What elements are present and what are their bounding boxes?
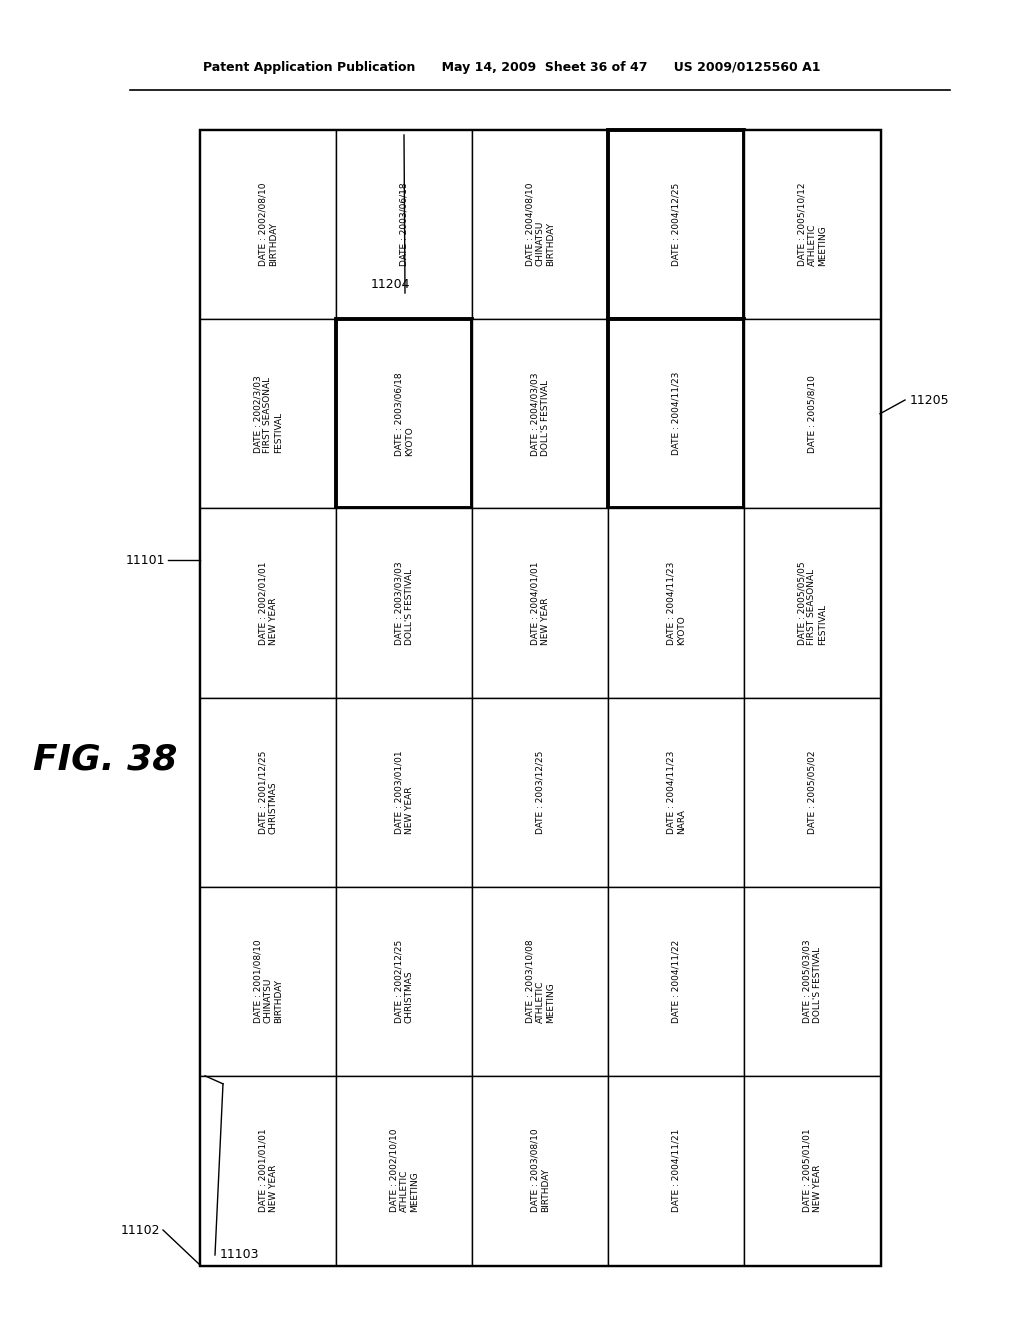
Text: DATE : 2004/11/22: DATE : 2004/11/22 [672,940,681,1023]
Bar [608,129,744,319]
Bar [608,508,744,697]
Bar [200,508,336,697]
Bar [744,887,880,1076]
Text: DATE : 2004/11/23: DATE : 2004/11/23 [672,372,681,455]
Text: 11102: 11102 [121,1224,160,1237]
Text: DATE : 2003/12/25: DATE : 2003/12/25 [536,750,545,834]
Text: DATE : 2004/12/25: DATE : 2004/12/25 [672,183,681,267]
Text: DATE : 2003/06/18: DATE : 2003/06/18 [399,182,409,267]
Bar [336,697,472,887]
Bar [336,1076,472,1265]
Text: 11205: 11205 [910,393,949,407]
Bar [744,697,880,887]
Text: DATE : 2004/11/23
NARA: DATE : 2004/11/23 NARA [667,750,686,834]
Text: 11103: 11103 [220,1249,259,1262]
Bar [200,697,336,887]
Bar [200,129,336,319]
Text: FIG. 38: FIG. 38 [33,743,177,777]
Text: DATE : 2005/10/12
ATHLETIC
MEETING: DATE : 2005/10/12 ATHLETIC MEETING [797,183,827,267]
Text: DATE : 2002/12/25
CHRISTMAS: DATE : 2002/12/25 CHRISTMAS [394,940,414,1023]
Bar [200,319,336,508]
Text: 11204: 11204 [371,279,410,292]
Bar [472,319,608,508]
Bar [608,887,744,1076]
Text: DATE : 2005/01/01
NEW YEAR: DATE : 2005/01/01 NEW YEAR [802,1129,821,1212]
Text: Patent Application Publication      May 14, 2009  Sheet 36 of 47      US 2009/01: Patent Application Publication May 14, 2… [203,62,821,74]
Text: DATE : 2004/08/10
CHINATSU
BIRTHDAY: DATE : 2004/08/10 CHINATSU BIRTHDAY [525,183,555,267]
Text: DATE : 2005/03/03
DOLL'S FESTIVAL: DATE : 2005/03/03 DOLL'S FESTIVAL [802,940,821,1023]
Bar [200,129,880,1265]
Bar [200,887,336,1076]
Text: DATE : 2003/01/01
NEW YEAR: DATE : 2003/01/01 NEW YEAR [394,750,414,834]
Bar [744,508,880,697]
Text: DATE : 2004/11/21: DATE : 2004/11/21 [672,1129,681,1212]
Bar [472,1076,608,1265]
Bar [608,1076,744,1265]
Text: DATE : 2005/05/02: DATE : 2005/05/02 [808,750,816,834]
Bar [472,508,608,697]
Bar [200,1076,336,1265]
Text: DATE : 2005/8/10: DATE : 2005/8/10 [808,375,816,453]
Bar [472,129,608,319]
Bar [744,129,880,319]
Text: DATE : 2002/3/03
FIRST SEASONAL
FESTIVAL: DATE : 2002/3/03 FIRST SEASONAL FESTIVAL [253,375,283,453]
Text: DATE : 2002/08/10
BIRTHDAY: DATE : 2002/08/10 BIRTHDAY [258,183,278,267]
Text: DATE : 2003/10/08
ATHLETIC
MEETING: DATE : 2003/10/08 ATHLETIC MEETING [525,940,555,1023]
Text: DATE : 2001/08/10
CHINATSU
BIRTHDAY: DATE : 2001/08/10 CHINATSU BIRTHDAY [253,940,283,1023]
Bar [472,887,608,1076]
Text: DATE : 2004/01/01
NEW YEAR: DATE : 2004/01/01 NEW YEAR [530,561,550,644]
Bar [336,129,472,319]
Text: DATE : 2004/03/03
DOLL'S FESTIVAL: DATE : 2004/03/03 DOLL'S FESTIVAL [530,372,550,455]
Bar [744,1076,880,1265]
Bar [336,508,472,697]
Text: 11101: 11101 [126,553,165,566]
Text: DATE : 2003/08/10
BIRTHDAY: DATE : 2003/08/10 BIRTHDAY [530,1129,550,1212]
Bar [744,319,880,508]
Text: DATE : 2005/05/05
FIRST SEASONAL
FESTIVAL: DATE : 2005/05/05 FIRST SEASONAL FESTIVA… [797,561,827,644]
Text: DATE : 2002/10/10
ATHLETIC
MEETING: DATE : 2002/10/10 ATHLETIC MEETING [389,1129,419,1212]
Text: DATE : 2003/03/03
DOLL'S FESTIVAL: DATE : 2003/03/03 DOLL'S FESTIVAL [394,561,414,644]
Text: DATE : 2001/01/01
NEW YEAR: DATE : 2001/01/01 NEW YEAR [258,1129,278,1212]
Bar [336,319,472,508]
Text: DATE : 2003/06/18
KYOTO: DATE : 2003/06/18 KYOTO [394,372,414,455]
Bar [472,697,608,887]
Bar [608,697,744,887]
Bar [608,319,744,508]
Text: DATE : 2002/01/01
NEW YEAR: DATE : 2002/01/01 NEW YEAR [258,561,278,644]
Text: DATE : 2004/11/23
KYOTO: DATE : 2004/11/23 KYOTO [667,561,686,644]
Bar [336,887,472,1076]
Text: DATE : 2001/12/25
CHRISTMAS: DATE : 2001/12/25 CHRISTMAS [258,750,278,834]
